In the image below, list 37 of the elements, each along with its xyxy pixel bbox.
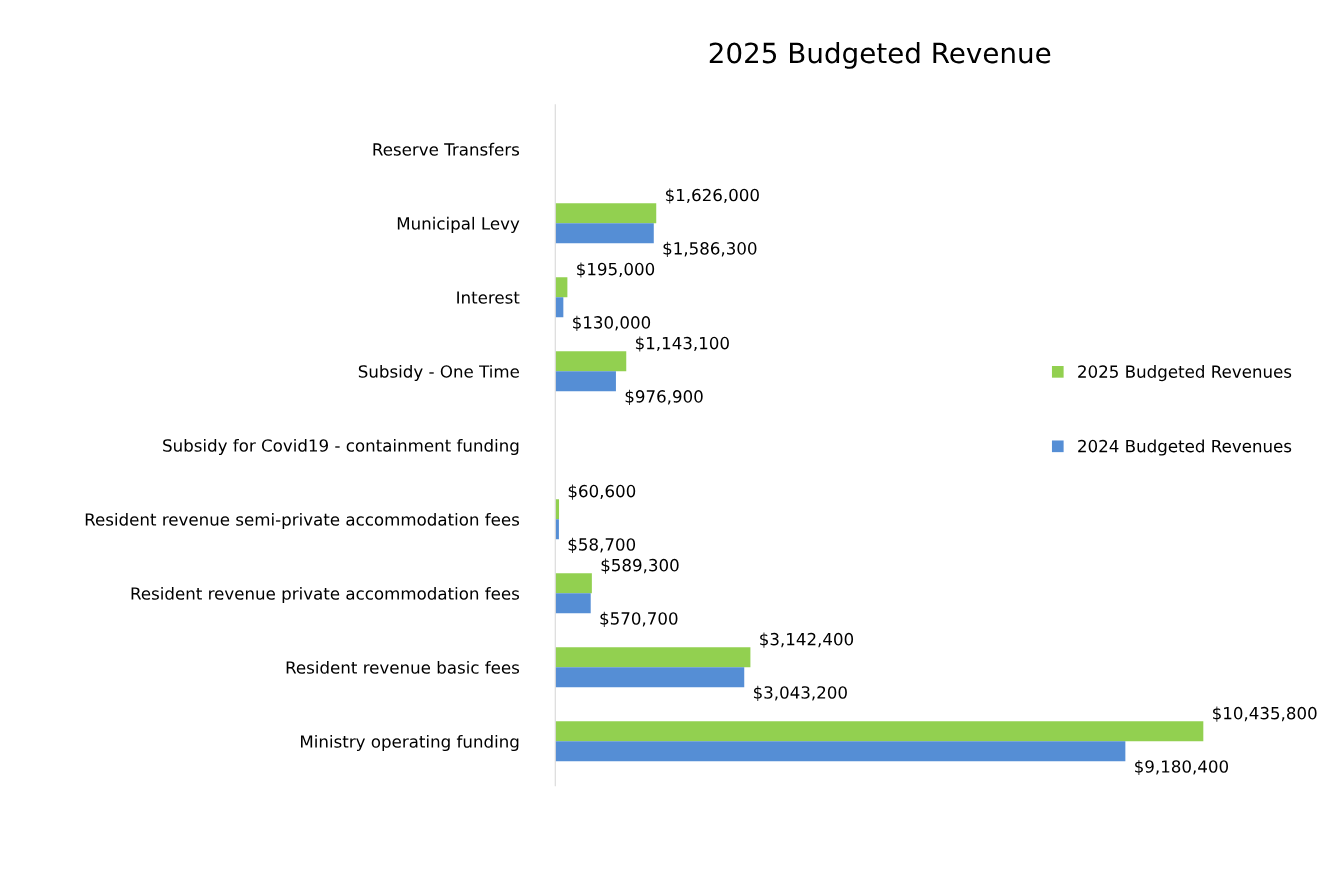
y-tick-label: Interest [457,291,520,304]
data-label: $976,900 [625,389,703,405]
data-label: $3,142,400 [760,632,854,648]
legend-label: 2025 Budgeted Revenues [1078,365,1292,382]
data-label: $1,626,000 [665,188,759,204]
data-label: $195,000 [577,262,655,278]
bar [555,223,654,244]
y-tick-label: Resident revenue semi-private accommodation fees [85,512,520,530]
y-tick-label: Resident revenue private accommodation fees [131,586,520,604]
y-tick-label: Subsidy - One Time [358,364,519,382]
data-label: $10,435,800 [1213,706,1317,722]
data-label: $58,700 [568,537,636,553]
data-label: $3,043,200 [753,685,847,701]
bar [555,593,591,614]
data-label: $1,586,300 [663,241,757,257]
legend-label: 2024 Budgeted Revenues [1078,439,1292,456]
bar [555,371,616,392]
bar [555,203,657,224]
data-label: $589,300 [601,558,679,574]
y-tick-label: Ministry operating funding [301,734,519,752]
data-label: $1,143,100 [635,336,729,352]
bar [555,573,592,594]
bar [555,647,751,668]
bar [555,667,745,688]
data-label: $9,180,400 [1135,759,1229,775]
data-label: $570,700 [600,611,678,627]
bar [555,351,627,372]
data-label: $130,000 [573,315,651,331]
chart-title: 2025 Budgeted Revenue [709,41,1051,69]
y-tick-label: Subsidy for Covid19 - containment funding [163,438,519,456]
bar [555,277,568,298]
data-label: $60,600 [568,484,636,500]
y-tick-label: Resident revenue basic fees [286,660,520,674]
y-tick-label: Municipal Levy [397,216,520,233]
y-tick-label: Reserve Transfers [373,142,520,156]
bar [555,741,1126,762]
bar [555,721,1204,742]
